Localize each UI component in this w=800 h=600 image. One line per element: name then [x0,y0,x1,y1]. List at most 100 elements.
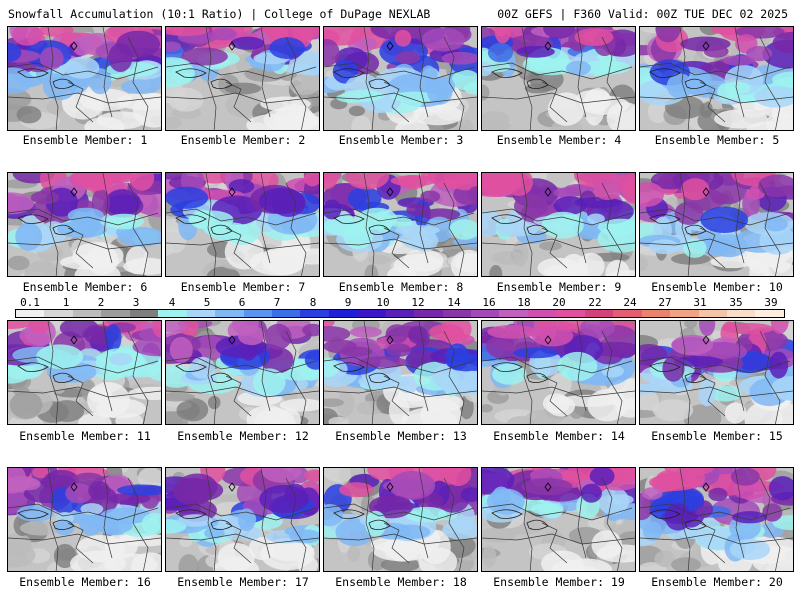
legend-swatch [129,310,159,317]
legend-swatch [556,310,585,317]
member-8-map-panel [323,172,478,277]
legend-swatch [726,310,756,317]
station-marker-icon [228,335,236,345]
member-20-map-panel [639,467,794,572]
snowfall-map [8,173,161,276]
legend-swatch [499,310,528,317]
legend-label: 35 [729,296,743,309]
legend-swatch [357,310,386,317]
member-4-caption: Ensemble Member: 4 [496,133,622,147]
snowfall-map [640,468,793,571]
member-5-caption: Ensemble Member: 5 [654,133,780,147]
station-marker-icon [386,335,394,345]
member-19-caption: Ensemble Member: 19 [493,575,625,589]
legend-label: 22 [588,296,602,309]
member-5-map-panel [639,26,794,131]
member-15-map-panel [639,320,794,425]
member-12-caption: Ensemble Member: 12 [177,429,309,443]
member-13-caption: Ensemble Member: 13 [335,429,467,443]
legend-label: 7 [273,296,281,309]
snowfall-map [166,173,319,276]
snowfall-map [8,321,161,424]
legend-swatch [471,310,500,317]
member-1-caption: Ensemble Member: 1 [22,133,148,147]
snowfall-map [8,468,161,571]
legend-label: 0.1 [20,296,40,309]
member-3-caption: Ensemble Member: 3 [338,133,464,147]
snowfall-map [324,27,477,130]
legend-swatch [670,310,699,317]
legend-label: 10 [376,296,390,309]
legend-swatch [527,310,557,317]
member-9-map-panel [481,172,636,277]
legend-label: 14 [447,296,461,309]
member-2-map-panel [165,26,320,131]
legend-swatch [101,310,130,317]
member-7-caption: Ensemble Member: 7 [180,280,306,294]
legend-swatch [44,310,73,317]
legend-label: 24 [623,296,637,309]
station-marker-icon [702,335,710,345]
snowfall-map [640,321,793,424]
legend-label: 1 [62,296,70,309]
legend-swatch [158,310,187,317]
legend-swatch [584,310,614,317]
legend-swatch [215,310,244,317]
member-16-caption: Ensemble Member: 16 [19,575,151,589]
member-9-caption: Ensemble Member: 9 [496,280,622,294]
legend-label: 5 [203,296,211,309]
member-18-caption: Ensemble Member: 18 [335,575,467,589]
legend-swatch [243,310,272,317]
legend-swatch [300,310,329,317]
snowfall-map [8,27,161,130]
legend-label: 16 [482,296,496,309]
member-6-caption: Ensemble Member: 6 [22,280,148,294]
member-12-map-panel [165,320,320,425]
member-17-map-panel [165,467,320,572]
member-15-caption: Ensemble Member: 15 [651,429,783,443]
legend-label: 12 [411,296,425,309]
legend-swatch [328,310,358,317]
legend-swatch [414,310,443,317]
member-7-map-panel [165,172,320,277]
legend-label: 6 [238,296,246,309]
legend-swatch [442,310,471,317]
legend-swatch [641,310,671,317]
snowfall-map [482,321,635,424]
station-marker-icon [70,41,78,51]
member-13-map-panel [323,320,478,425]
snowfall-map [482,173,635,276]
station-marker-icon [702,187,710,197]
member-1-map-panel [7,26,162,131]
member-4-map-panel [481,26,636,131]
station-marker-icon [702,41,710,51]
legend-swatch [385,310,415,317]
snowfall-map [482,27,635,130]
station-marker-icon [544,187,552,197]
station-marker-icon [228,41,236,51]
snowfall-map [640,27,793,130]
legend-label: 8 [309,296,317,309]
station-marker-icon [544,41,552,51]
member-11-map-panel [7,320,162,425]
snowfall-color-legend [15,309,785,318]
station-marker-icon [544,335,552,345]
station-marker-icon [70,335,78,345]
model-valid-time: 00Z GEFS | F360 Valid: 00Z TUE DEC 02 20… [497,7,788,21]
station-marker-icon [544,482,552,492]
station-marker-icon [70,187,78,197]
member-14-caption: Ensemble Member: 14 [493,429,625,443]
station-marker-icon [228,187,236,197]
map-title: Snowfall Accumulation (10:1 Ratio) | Col… [8,7,431,21]
member-10-map-panel [639,172,794,277]
member-10-caption: Ensemble Member: 10 [651,280,783,294]
snowfall-map [640,173,793,276]
station-marker-icon [228,482,236,492]
snowfall-map [166,27,319,130]
member-3-map-panel [323,26,478,131]
legend-label: 27 [658,296,672,309]
legend-label: 20 [552,296,566,309]
legend-swatch [613,310,642,317]
station-marker-icon [702,482,710,492]
legend-label: 3 [132,296,140,309]
